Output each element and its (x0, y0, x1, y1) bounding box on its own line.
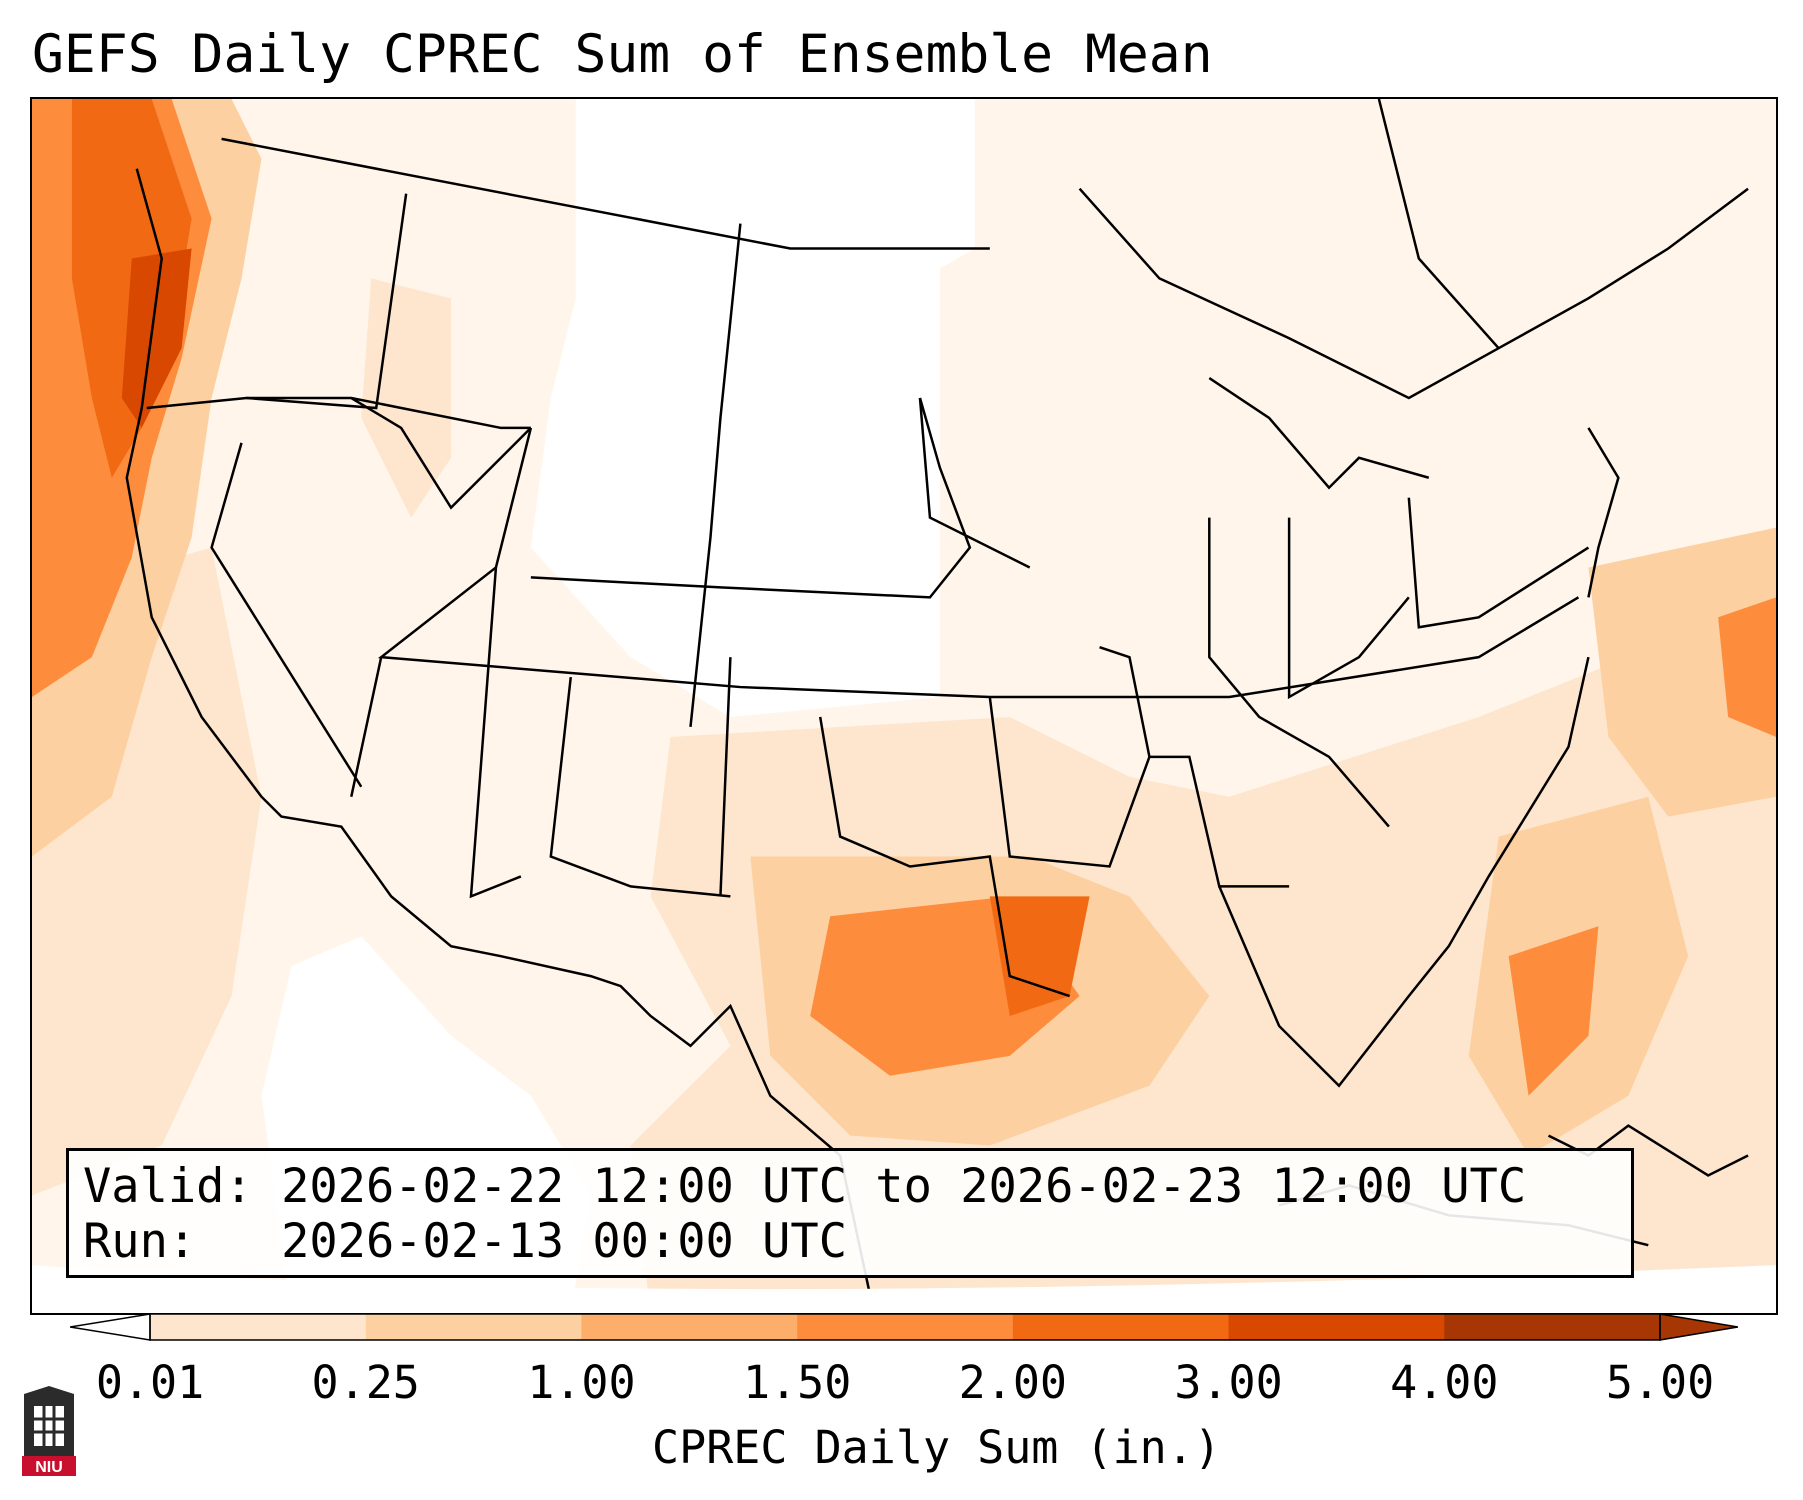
colorbar-under-triangle (70, 1313, 151, 1341)
niu-logo: NIU (22, 1386, 76, 1476)
colorbar-segment (150, 1314, 367, 1340)
colorbar-tick-label: 3.00 (1174, 1356, 1283, 1409)
run-label: Run: (83, 1214, 197, 1269)
state-boundaries (125, 99, 1749, 1296)
dry-area-plains (530, 99, 975, 717)
colorbar-tick-label: 1.50 (742, 1356, 852, 1409)
colorbar-tick-label: 1.00 (527, 1356, 636, 1409)
colorbar-label: CPREC Daily Sum (in.) (652, 1421, 1221, 1474)
colorbar-segment (581, 1314, 798, 1340)
validity-info-box: Valid: 2026-02-22 12:00 UTC to 2026-02-2… (66, 1148, 1634, 1278)
map-canvas (32, 99, 1776, 1313)
colorbar-segment (1444, 1314, 1661, 1340)
field-atlantic-mid (1588, 527, 1776, 817)
field-idaho-light (361, 278, 452, 518)
logo-text: NIU (35, 1459, 63, 1476)
colorbar-tick-label: 5.00 (1605, 1356, 1715, 1409)
field-se-orange (1508, 926, 1599, 1096)
valid-value: 2026-02-22 12:00 UTC to 2026-02-23 12:00… (281, 1159, 1527, 1214)
field-arkansas-dark (989, 896, 1090, 1016)
colorbar-segment (797, 1314, 1014, 1340)
precipitation-map (30, 97, 1778, 1315)
valid-label: Valid: (83, 1159, 253, 1214)
colorbar-segment (1012, 1314, 1230, 1340)
logo-window (34, 1406, 64, 1446)
colorbar-outline (149, 1313, 1661, 1341)
colorbar-tick-label: 4.00 (1390, 1356, 1499, 1409)
colorbar-tick-label: 0.25 (311, 1356, 420, 1409)
colorbar-segment (1228, 1314, 1445, 1340)
projection-edge (32, 1265, 1776, 1313)
valid-row: Valid: 2026-02-22 12:00 UTC to 2026-02-2… (83, 1159, 1617, 1214)
colorbar-tick-label: 2.00 (958, 1356, 1068, 1409)
run-value: 2026-02-13 00:00 UTC (281, 1214, 848, 1269)
colorbar (70, 1313, 1738, 1341)
colorbar-segment (365, 1314, 582, 1340)
field-atlantic-orange (1718, 597, 1776, 737)
logo-banner (22, 1456, 76, 1476)
field-oregon-darker (121, 248, 192, 428)
colorbar-tick-label: 0.01 (95, 1356, 205, 1409)
colorbar-tick-labels: 0.01 0.25 1.00 1.50 2.00 3.00 4.00 5.00 (0, 1355, 1803, 1415)
colorbar-over-triangle (1659, 1313, 1738, 1341)
map-title: GEFS Daily CPREC Sum of Ensemble Mean (32, 24, 1213, 85)
run-row: Run: 2026-02-13 00:00 UTC (83, 1214, 1617, 1269)
